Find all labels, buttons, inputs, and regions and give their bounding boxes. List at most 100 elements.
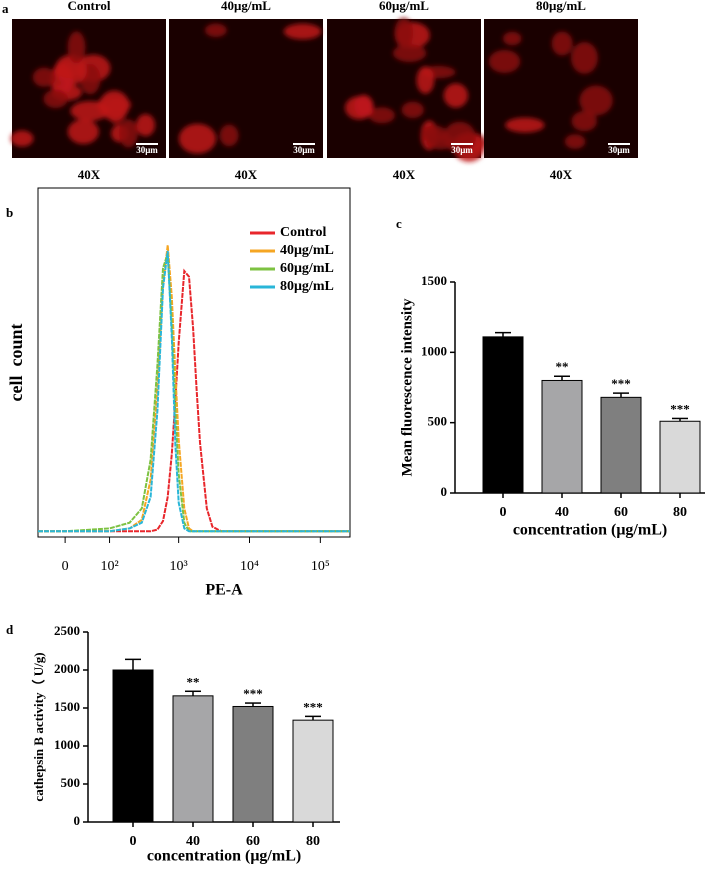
cell bbox=[443, 83, 469, 108]
x-tick-label: 0 bbox=[500, 505, 507, 520]
panel-label: d bbox=[6, 622, 14, 637]
cell bbox=[67, 119, 99, 145]
x-axis-label: concentration (μg/mL) bbox=[513, 522, 667, 539]
legend-label: 60μg/mL bbox=[280, 261, 334, 276]
cell bbox=[392, 44, 427, 63]
x-tick-label: 0 bbox=[62, 559, 69, 574]
magnification: 40X bbox=[235, 167, 258, 182]
histogram-line bbox=[38, 268, 350, 533]
cell bbox=[10, 130, 34, 147]
x-axis-label: PE-A bbox=[205, 582, 243, 599]
bar bbox=[292, 719, 334, 823]
cell bbox=[416, 66, 435, 94]
cells bbox=[488, 31, 613, 149]
histogram-line bbox=[38, 253, 350, 533]
bar bbox=[659, 420, 701, 494]
cell bbox=[551, 31, 573, 56]
cell bbox=[505, 117, 545, 133]
x-tick-label: 60 bbox=[246, 834, 260, 849]
cell bbox=[502, 31, 522, 46]
cell bbox=[570, 42, 598, 74]
cells bbox=[10, 31, 156, 148]
x-tick-label: 0 bbox=[130, 834, 137, 849]
y-tick-label: 1000 bbox=[421, 343, 447, 358]
cell bbox=[136, 113, 156, 137]
y-tick-label: 500 bbox=[428, 414, 448, 429]
cell bbox=[43, 89, 68, 109]
cell bbox=[571, 110, 598, 132]
y-tick-label: 1500 bbox=[54, 699, 80, 714]
x-tick-label: 10⁴ bbox=[240, 559, 259, 574]
cell bbox=[219, 124, 239, 147]
x-tick-label: 80 bbox=[306, 834, 320, 849]
cell bbox=[119, 119, 138, 148]
bar bbox=[172, 695, 214, 823]
y-axis-label: Mean fluorescence intensity bbox=[399, 298, 415, 477]
x-tick-label: 40 bbox=[555, 505, 569, 520]
legend-label: 40μg/mL bbox=[280, 243, 334, 258]
image-title: Control bbox=[67, 0, 110, 13]
y-axis-label: cathepsin B activity（ U/g) bbox=[31, 652, 46, 801]
significance: ** bbox=[187, 674, 200, 689]
x-tick-label: 10⁵ bbox=[311, 559, 330, 574]
cells bbox=[344, 17, 488, 163]
plot-frame bbox=[37, 187, 351, 538]
histogram-line bbox=[38, 250, 350, 533]
image-title: 60μg/mL bbox=[379, 0, 429, 13]
significance: *** bbox=[243, 686, 263, 701]
scale-bar-label: 30μm bbox=[451, 145, 473, 155]
magnification: 40X bbox=[550, 167, 573, 182]
cell bbox=[368, 107, 395, 124]
cells bbox=[178, 23, 322, 154]
magnification: 40X bbox=[393, 167, 416, 182]
x-tick-label: 10² bbox=[100, 559, 118, 574]
scale-bar-label: 30μm bbox=[608, 145, 630, 155]
cell bbox=[564, 134, 586, 149]
legend-label: 80μg/mL bbox=[280, 279, 334, 294]
cell bbox=[204, 23, 227, 38]
y-axis-label: cell count bbox=[6, 324, 26, 402]
cell bbox=[394, 17, 414, 49]
y-tick-label: 0 bbox=[74, 813, 81, 828]
y-tick-label: 1500 bbox=[421, 273, 447, 288]
cell bbox=[443, 121, 476, 153]
image-title: 40μg/mL bbox=[221, 0, 271, 13]
panel-label: a bbox=[2, 1, 9, 16]
significance: *** bbox=[303, 699, 323, 714]
cell bbox=[67, 31, 86, 64]
y-tick-label: 1000 bbox=[54, 737, 80, 752]
y-tick-label: 2000 bbox=[54, 661, 80, 676]
y-tick-label: 500 bbox=[61, 775, 81, 790]
cell bbox=[178, 123, 217, 154]
x-tick-label: 40 bbox=[186, 834, 200, 849]
cell bbox=[283, 23, 322, 40]
panel-label: b bbox=[6, 205, 13, 220]
x-tick-label: 10³ bbox=[170, 559, 188, 574]
y-tick-label: 2500 bbox=[54, 623, 80, 638]
cell bbox=[401, 101, 424, 119]
scale-bar-label: 30μm bbox=[293, 145, 315, 155]
bar bbox=[482, 336, 524, 494]
bar bbox=[541, 379, 583, 494]
cell bbox=[32, 67, 56, 87]
bar bbox=[232, 705, 274, 823]
significance: ** bbox=[556, 359, 569, 374]
x-axis-label: concentration (μg/mL) bbox=[147, 848, 301, 865]
scale-bar-label: 30μm bbox=[136, 145, 158, 155]
bar bbox=[600, 396, 642, 494]
significance: *** bbox=[670, 401, 690, 416]
image-title: 80μg/mL bbox=[536, 0, 586, 13]
significance: *** bbox=[611, 376, 631, 391]
cell bbox=[344, 96, 374, 120]
cell bbox=[488, 49, 521, 74]
legend-label: Control bbox=[280, 225, 327, 240]
bar bbox=[112, 669, 154, 823]
panel-label: c bbox=[396, 216, 402, 231]
x-tick-label: 80 bbox=[673, 505, 687, 520]
cell bbox=[579, 85, 613, 116]
cell bbox=[70, 101, 109, 121]
magnification: 40X bbox=[78, 167, 101, 182]
y-tick-label: 0 bbox=[441, 484, 448, 499]
x-tick-label: 60 bbox=[614, 505, 628, 520]
